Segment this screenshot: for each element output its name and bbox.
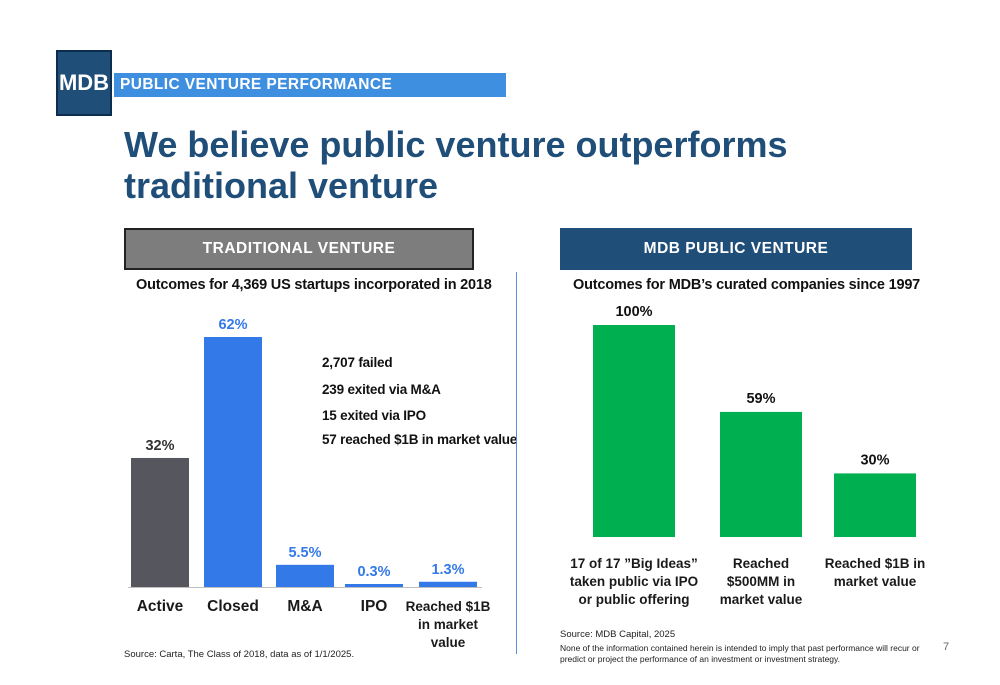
traditional-value-label-reached-1b-in-market-value: 1.3% (431, 562, 464, 578)
traditional-bar-ipo (345, 584, 403, 587)
mdb-value-label-reached-500mm-in-market-value: 59% (746, 391, 775, 407)
traditional-bar-m-a (276, 564, 334, 587)
stat-exited-ma: 239 exited via M&A (322, 382, 441, 397)
traditional-venture-header: TRADITIONAL VENTURE (124, 228, 474, 270)
traditional-value-label-ipo: 0.3% (357, 564, 390, 580)
disclaimer-note: None of the information contained herein… (560, 643, 920, 664)
page-number: 7 (943, 641, 950, 653)
mdb-bar-17-of-17-big-ideas-taken-public-via-ipo-or-public-offering (593, 325, 675, 537)
traditional-value-label-active: 32% (145, 438, 174, 454)
mdb-public-venture-subtitle: Outcomes for MDB’s curated companies sin… (573, 277, 921, 293)
mdb-category-label-17-of-17-big-ideas-taken-public-via-ipo-or-public-offering: 17 of 17 ”Big Ideas” taken public via IPO… (570, 556, 698, 607)
section-label: PUBLIC VENTURE PERFORMANCE (114, 73, 506, 97)
traditional-bar-active (131, 457, 189, 587)
traditional-venture-chart: 32% Active 62% Closed 5.5% M&A 0.3% IPO 1.3% Reac… (128, 317, 491, 650)
mdb-logo: MDB (56, 50, 112, 116)
traditional-bar-closed (204, 337, 262, 587)
traditional-source-note: Source: Carta, The Class of 2018, data a… (124, 649, 355, 660)
traditional-category-label-reached-1b-in-market-value: Reached $1B in market value (406, 599, 491, 650)
traditional-category-label-ipo: IPO (361, 598, 388, 615)
traditional-venture-subtitle: Outcomes for 4,369 US startups incorpora… (136, 277, 492, 293)
traditional-category-label-m-a: M&A (287, 598, 322, 615)
mdb-bar-reached-1b-in-market-value (834, 473, 916, 537)
mdb-public-venture-header: MDB PUBLIC VENTURE (560, 228, 912, 270)
traditional-value-label-closed: 62% (218, 317, 247, 333)
mdb-public-venture-chart: 100% 17 of 17 ”Big Ideas” taken public via… (570, 304, 926, 607)
mdb-value-label-17-of-17-big-ideas-taken-public-via-ipo-or-public-offering: 100% (615, 304, 652, 320)
stat-reached-1b: 57 reached $1B in market value (322, 432, 518, 447)
page-title: We believe public venture outperforms tr… (124, 124, 788, 206)
mdb-bar-reached-500mm-in-market-value (720, 411, 802, 537)
stat-failed: 2,707 failed (322, 355, 393, 370)
mdb-value-label-reached-1b-in-market-value: 30% (860, 452, 889, 468)
mdb-source-note: Source: MDB Capital, 2025 (560, 629, 676, 640)
traditional-category-label-closed: Closed (207, 598, 259, 615)
traditional-value-label-m-a: 5.5% (288, 545, 321, 561)
traditional-category-label-active: Active (137, 598, 184, 615)
mdb-category-label-reached-500mm-in-market-value: Reached $500MM in market value (720, 556, 803, 607)
stat-exited-ipo: 15 exited via IPO (322, 408, 426, 423)
traditional-bar-reached-1b-in-market-value (419, 581, 477, 587)
mdb-category-label-reached-1b-in-market-value: Reached $1B in market value (825, 556, 926, 589)
panel-divider (516, 272, 517, 654)
